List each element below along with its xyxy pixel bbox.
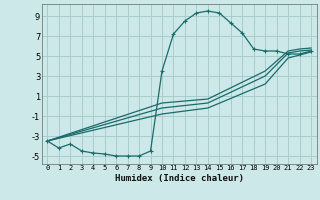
X-axis label: Humidex (Indice chaleur): Humidex (Indice chaleur) bbox=[115, 174, 244, 183]
